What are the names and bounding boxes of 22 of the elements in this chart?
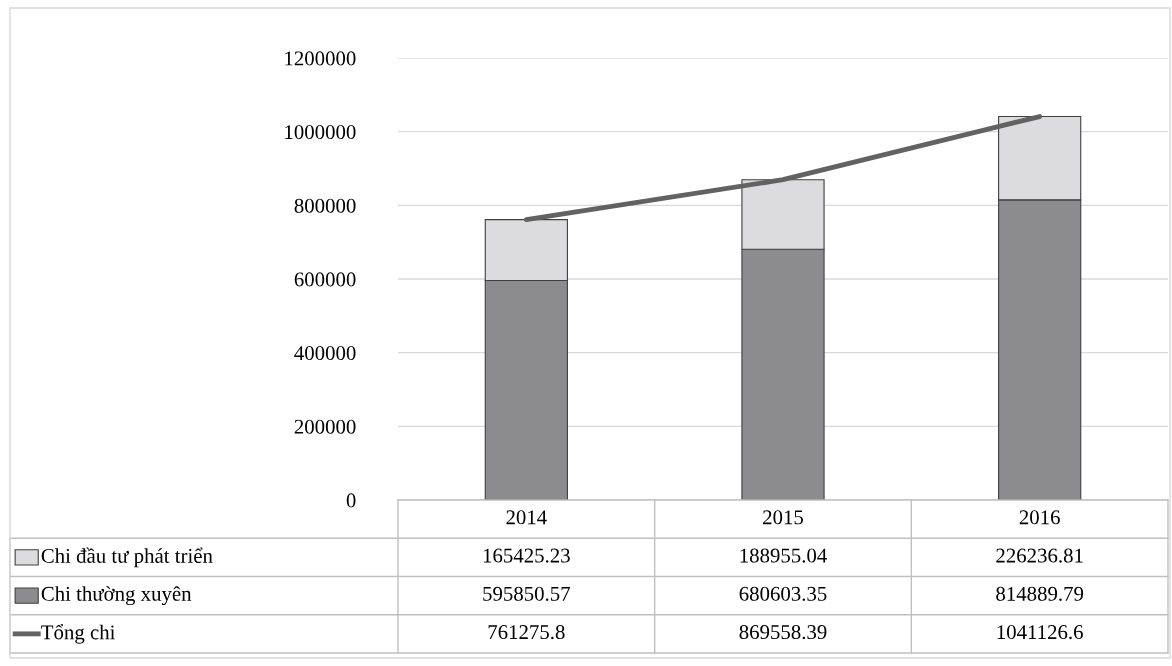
data-label: 869558.39 (739, 625, 827, 640)
y-tick-label: 1200000 (285, 51, 356, 66)
y-tick-label: 0 (346, 493, 356, 508)
y-tick-label: 1000000 (285, 125, 356, 140)
data-label: 761275.8 (488, 625, 565, 640)
x-tick-label: 2014 (506, 510, 547, 525)
legend-label: Chi đầu tư phát triển (41, 547, 213, 568)
legend-label: Tổng chi (41, 624, 116, 644)
data-label: 680603.35 (739, 586, 827, 601)
y-tick-label: 600000 (294, 272, 356, 287)
data-label: 1041126.6 (997, 625, 1083, 640)
legend-label: Chi thường xuyên (41, 586, 192, 606)
x-tick-label: 2015 (763, 510, 804, 525)
y-tick-label: 200000 (294, 419, 356, 434)
y-tick-label: 400000 (294, 346, 356, 361)
data-label: 226236.81 (996, 548, 1083, 563)
y-tick-label: 800000 (294, 198, 356, 213)
data-label: 165425.23 (483, 548, 570, 563)
data-label: 814889.79 (996, 586, 1084, 601)
data-label: 595850.57 (483, 586, 571, 601)
data-label: 188955.04 (740, 548, 827, 563)
x-tick-label: 2016 (1019, 510, 1060, 525)
